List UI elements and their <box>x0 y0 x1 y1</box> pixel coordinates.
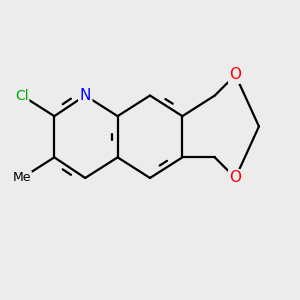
Text: N: N <box>80 88 91 103</box>
Text: O: O <box>230 68 242 82</box>
Text: Cl: Cl <box>15 88 29 103</box>
Text: O: O <box>230 170 242 185</box>
Text: Me: Me <box>13 172 31 184</box>
